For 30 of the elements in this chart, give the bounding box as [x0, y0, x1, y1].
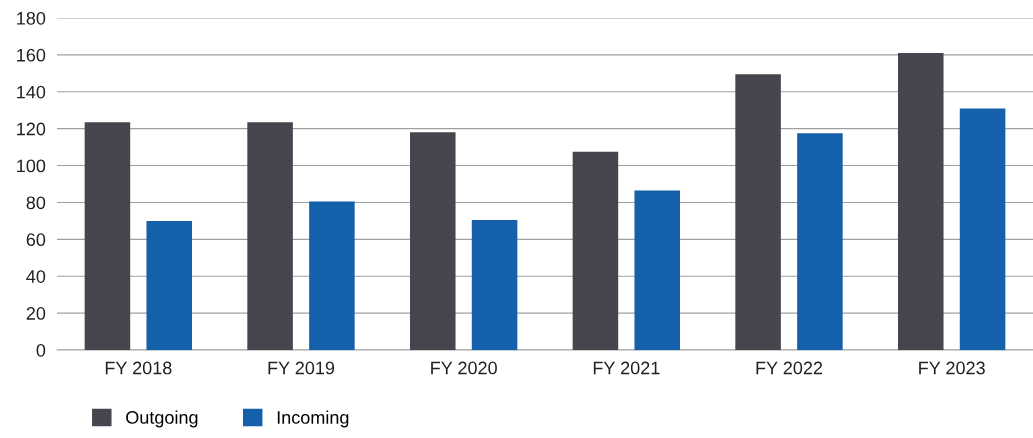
y-tick-label: 0: [36, 343, 46, 357]
y-tick-label: 120: [17, 122, 46, 136]
bar: [409, 132, 456, 350]
y-tick-label: 20: [26, 307, 46, 320]
bar: [897, 53, 944, 350]
bar: [84, 122, 131, 350]
bar: [146, 220, 193, 350]
x-tick-label: FY 2019: [268, 361, 335, 375]
bar: [634, 190, 681, 350]
y-tick-label: 140: [17, 85, 46, 99]
x-tick-label: FY 2022: [756, 361, 823, 375]
y-tick-label: 40: [26, 270, 46, 283]
bar: [247, 122, 293, 350]
x-tick-label: FY 2020: [431, 361, 497, 375]
y-tick-label: 180: [17, 11, 46, 25]
y-tick-label: 160: [17, 48, 46, 62]
x-tick-label: FY 2018: [105, 361, 172, 375]
bar: [309, 201, 355, 350]
legend-label: Outgoing: [126, 410, 198, 428]
x-tick-label: FY 2021: [593, 361, 660, 375]
x-tick-label: FY 2023: [919, 361, 985, 375]
bar: [797, 133, 843, 350]
y-tick-label: 60: [26, 233, 46, 247]
bar: [959, 108, 1006, 350]
bar: [735, 74, 781, 350]
legend-label: Incoming: [277, 410, 349, 428]
y-tick-label: 100: [17, 159, 46, 173]
y-tick-label: 80: [26, 196, 46, 210]
bar: [572, 151, 619, 350]
bar: [471, 219, 518, 350]
